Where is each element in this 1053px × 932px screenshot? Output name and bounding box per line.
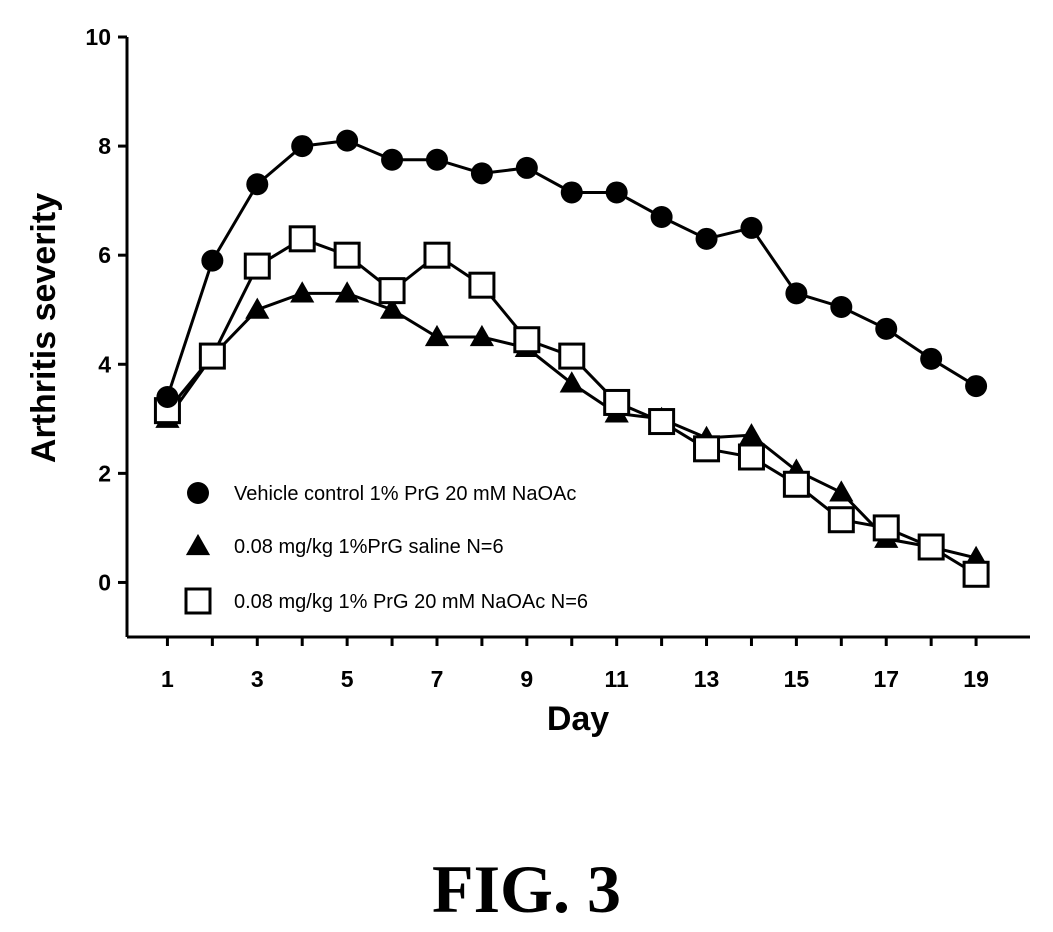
y-tick-label: 8: [98, 133, 111, 159]
y-axis-title: Arthritis severity: [25, 193, 63, 463]
data-point: [558, 342, 586, 370]
data-point: [156, 386, 179, 408]
data-point: [920, 347, 943, 370]
data-point: [740, 216, 763, 239]
y-tick-label: 2: [98, 460, 111, 486]
x-tick-label: 19: [963, 666, 989, 692]
data-point: [872, 514, 900, 542]
data-point: [782, 470, 810, 498]
data-point: [424, 324, 450, 347]
data-point: [515, 156, 538, 179]
x-tick-label: 15: [784, 666, 810, 692]
data-point: [246, 173, 269, 196]
x-tick-label: 7: [431, 666, 444, 692]
data-point: [739, 423, 764, 445]
data-point: [830, 296, 853, 318]
data-point: [737, 443, 765, 471]
data-point: [559, 371, 584, 393]
y-tick-label: 10: [85, 24, 111, 50]
data-point: [829, 480, 854, 502]
x-tick-label: 11: [605, 666, 630, 692]
data-point: [650, 206, 673, 228]
data-point: [965, 375, 988, 398]
y-tick-label: 6: [98, 242, 111, 268]
data-point: [917, 533, 945, 561]
data-point: [423, 241, 451, 269]
data-point: [336, 129, 359, 152]
data-point: [243, 252, 271, 280]
x-tick-label: 9: [520, 666, 533, 692]
data-point: [381, 148, 404, 171]
x-axis-title: Day: [547, 700, 609, 738]
data-point: [291, 135, 314, 158]
data-point: [962, 560, 990, 588]
figure-caption: FIG. 3: [432, 851, 621, 927]
data-point: [198, 342, 226, 370]
series-1: [156, 129, 988, 408]
series-layer: [153, 129, 990, 588]
data-point: [785, 282, 808, 305]
legend-label: 0.08 mg/kg 1% PrG 20 mM NaOAc N=6: [234, 591, 588, 613]
legend-label: Vehicle control 1% PrG 20 mM NaOAc: [234, 483, 576, 505]
y-tick-label: 0: [98, 569, 111, 595]
data-point: [468, 271, 496, 299]
legend-marker: [185, 533, 211, 556]
data-point: [513, 326, 541, 354]
x-tick-label: 5: [341, 666, 354, 692]
data-point: [201, 249, 224, 272]
data-point: [245, 297, 270, 319]
data-point: [333, 241, 361, 269]
data-point: [469, 324, 495, 347]
series-3: [153, 225, 990, 588]
data-point: [695, 227, 718, 250]
data-point: [560, 181, 583, 204]
data-point: [290, 281, 315, 303]
data-point: [875, 317, 898, 340]
data-point: [827, 506, 855, 534]
x-tick-label: 17: [873, 666, 899, 692]
y-tick-label: 4: [98, 351, 111, 377]
legend: Vehicle control 1% PrG 20 mM NaOAc 0.08 m…: [184, 482, 588, 615]
data-point: [693, 435, 721, 463]
data-point: [379, 297, 405, 319]
legend-marker: [187, 482, 209, 504]
data-point: [335, 281, 360, 303]
data-point: [470, 162, 493, 185]
data-point: [603, 388, 631, 416]
legend-label: 0.08 mg/kg 1%PrG saline N=6: [234, 536, 504, 558]
data-point: [648, 408, 676, 436]
x-tick-label: 13: [694, 666, 720, 692]
data-point: [378, 277, 406, 305]
x-tick-label: 3: [251, 666, 264, 692]
legend-marker: [184, 587, 212, 615]
data-point: [425, 148, 448, 171]
data-point: [605, 181, 628, 204]
x-tick-label: 1: [161, 666, 174, 692]
data-point: [288, 225, 316, 253]
